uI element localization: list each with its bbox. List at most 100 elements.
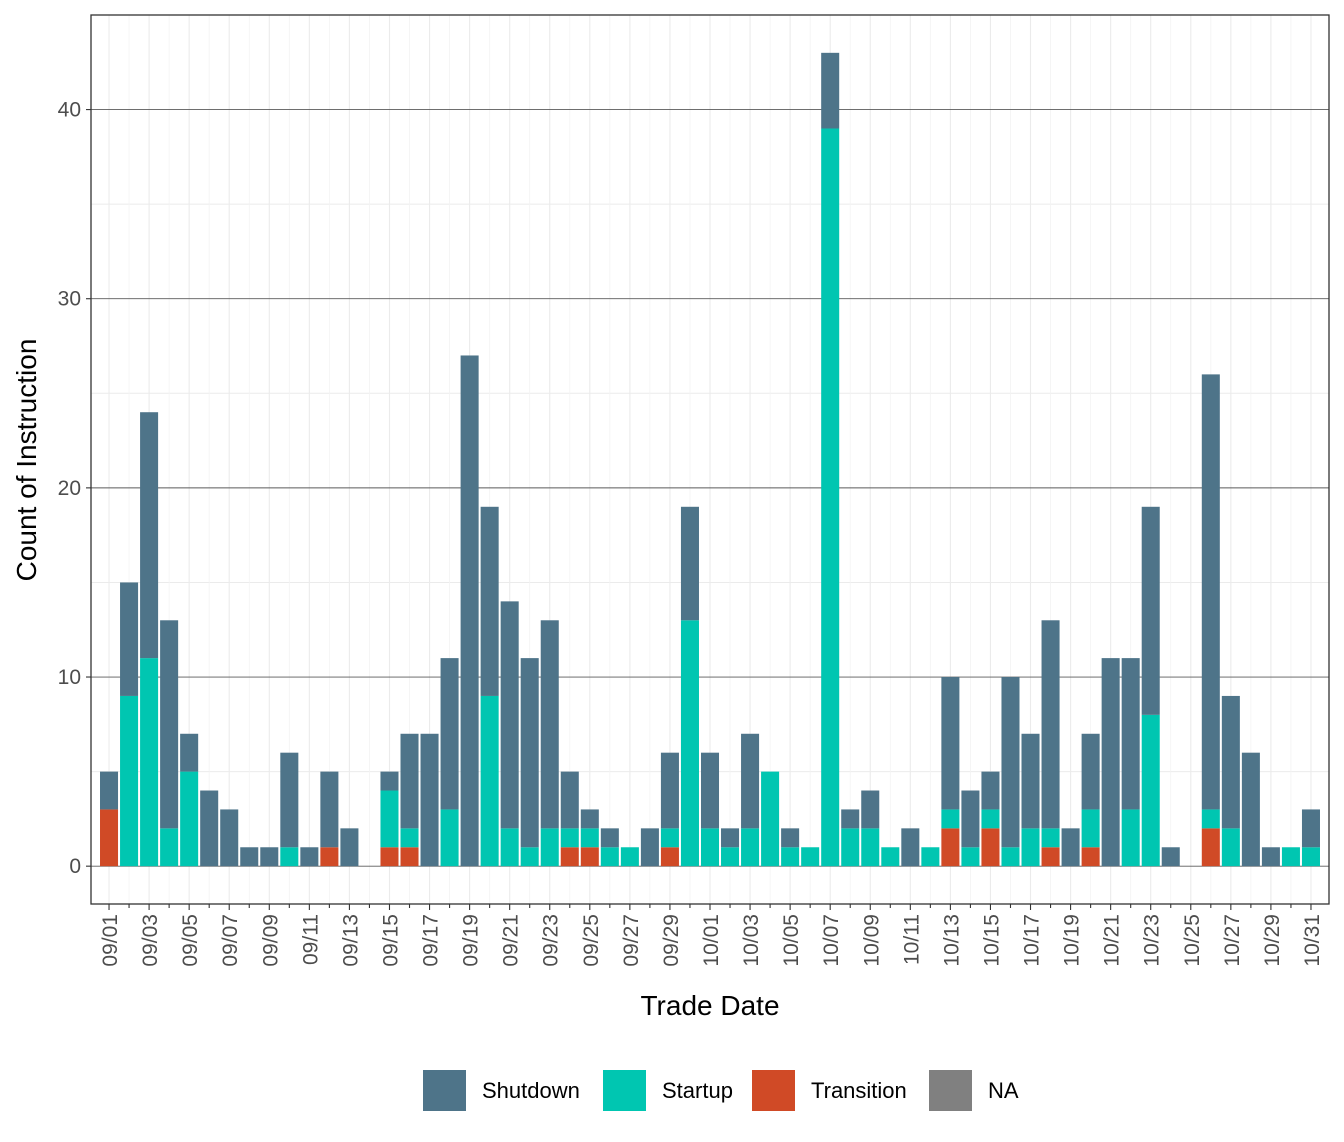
bar-startup-09-23: [540, 828, 559, 867]
x-tick-label: 09/09: [259, 914, 282, 967]
bar-startup-09-26: [600, 847, 619, 867]
bar-shutdown-09-20: [480, 506, 499, 696]
y-tick-label: 0: [69, 855, 81, 878]
bar-startup-10-06: [801, 847, 820, 867]
x-tick-label: 10/05: [780, 914, 803, 967]
bar-transition-09-15: [380, 847, 399, 867]
bar-shutdown-10-15: [981, 771, 1000, 810]
x-tick-label: 10/21: [1101, 914, 1124, 967]
bar-shutdown-09-04: [160, 620, 179, 829]
bar-transition-09-24: [560, 847, 579, 867]
x-tick-label: 10/01: [700, 914, 723, 967]
bar-startup-09-30: [680, 620, 699, 867]
x-tick-label: 09/15: [379, 914, 402, 967]
bar-shutdown-10-16: [1001, 677, 1020, 848]
bar-startup-10-09: [861, 828, 880, 867]
bar-startup-10-07: [821, 128, 840, 867]
bar-transition-10-20: [1081, 847, 1100, 867]
bar-shutdown-10-26: [1201, 374, 1220, 810]
x-tick-label: 09/23: [540, 914, 563, 967]
bar-startup-09-02: [120, 695, 139, 867]
x-tick-label: 10/13: [940, 914, 963, 967]
y-axis: 0 10 20 30 40: [58, 99, 91, 878]
bar-shutdown-09-05: [180, 733, 199, 772]
bar-shutdown-10-20: [1081, 733, 1100, 810]
bar-startup-10-30: [1281, 847, 1300, 867]
legend-label-na: NA: [988, 1078, 1019, 1103]
legend-label-startup: Startup: [662, 1078, 733, 1103]
bar-shutdown-09-26: [600, 828, 619, 848]
x-tick-label: 09/05: [179, 914, 202, 967]
bar-startup-10-22: [1121, 809, 1140, 867]
bar-shutdown-10-19: [1061, 828, 1080, 867]
legend-swatch-shutdown: [423, 1070, 466, 1111]
x-tick-label: 09/25: [580, 914, 603, 967]
bar-startup-10-16: [1001, 847, 1020, 867]
y-tick-label: 40: [58, 99, 81, 122]
bar-startup-09-05: [180, 771, 199, 867]
bar-shutdown-09-24: [560, 771, 579, 829]
bar-startup-10-20: [1081, 809, 1100, 848]
bar-shutdown-09-02: [120, 582, 139, 696]
bar-startup-10-14: [961, 847, 980, 867]
bar-startup-10-27: [1221, 828, 1240, 867]
x-tick-label: 09/29: [660, 914, 683, 967]
bar-shutdown-10-02: [721, 828, 740, 848]
bar-startup-10-08: [841, 828, 860, 867]
bar-startup-09-25: [580, 828, 599, 848]
bar-startup-10-26: [1201, 809, 1220, 829]
bar-shutdown-10-13: [941, 677, 960, 810]
bar-shutdown-10-05: [781, 828, 800, 848]
x-tick-label: 09/01: [99, 914, 122, 967]
bar-shutdown-09-07: [220, 809, 239, 867]
bar-transition-09-12: [320, 847, 339, 867]
bar-shutdown-09-16: [400, 733, 419, 829]
bar-shutdown-09-19: [460, 355, 479, 867]
bar-shutdown-10-11: [901, 828, 920, 867]
x-axis-title: Trade Date: [640, 990, 779, 1021]
bar-transition-10-18: [1041, 847, 1060, 867]
bar-startup-09-27: [620, 847, 639, 867]
x-tick-label: 10/09: [860, 914, 883, 967]
bar-startup-09-21: [500, 828, 519, 867]
x-tick-label: 10/07: [820, 914, 843, 967]
bar-transition-10-15: [981, 828, 1000, 867]
bar-shutdown-10-28: [1241, 752, 1260, 867]
y-axis-title: Count of Instruction: [11, 339, 42, 582]
x-tick-label: 10/27: [1221, 914, 1244, 967]
x-tick-label: 10/23: [1141, 914, 1164, 967]
bar-startup-10-01: [700, 828, 720, 867]
bar-shutdown-10-21: [1101, 658, 1120, 867]
bar-startup-09-16: [400, 828, 419, 848]
x-tick-label: 10/29: [1261, 914, 1284, 967]
legend: Shutdown Startup Transition NA: [423, 1070, 1019, 1111]
bar-shutdown-09-09: [260, 847, 279, 867]
minor-gridlines: [91, 15, 1329, 904]
bar-startup-10-17: [1021, 828, 1040, 867]
bar-transition-10-26: [1201, 828, 1220, 867]
bar-startup-09-04: [160, 828, 179, 867]
bar-shutdown-09-29: [660, 752, 679, 829]
bar-startup-09-22: [520, 847, 539, 867]
bar-shutdown-09-12: [320, 771, 339, 848]
x-tick-label: 10/25: [1181, 914, 1204, 967]
bar-startup-09-24: [560, 828, 579, 848]
bar-startup-10-04: [761, 771, 780, 867]
bar-transition-09-01: [100, 809, 119, 867]
x-tick-label: 09/19: [460, 914, 483, 967]
bar-shutdown-10-08: [841, 809, 860, 829]
bar-shutdown-10-29: [1261, 847, 1280, 867]
bar-shutdown-10-22: [1121, 658, 1140, 810]
bar-shutdown-09-08: [240, 847, 259, 867]
x-tick-label: 10/15: [980, 914, 1003, 967]
legend-swatch-na: [929, 1070, 972, 1111]
bar-shutdown-09-21: [500, 601, 519, 829]
bar-shutdown-10-31: [1301, 809, 1320, 848]
bar-startup-09-15: [380, 790, 399, 848]
bar-shutdown-09-10: [280, 752, 299, 848]
bar-startup-09-29: [660, 828, 679, 848]
x-tick-label: 10/03: [740, 914, 763, 967]
bar-transition-09-16: [400, 847, 419, 867]
legend-label-transition: Transition: [811, 1078, 907, 1103]
